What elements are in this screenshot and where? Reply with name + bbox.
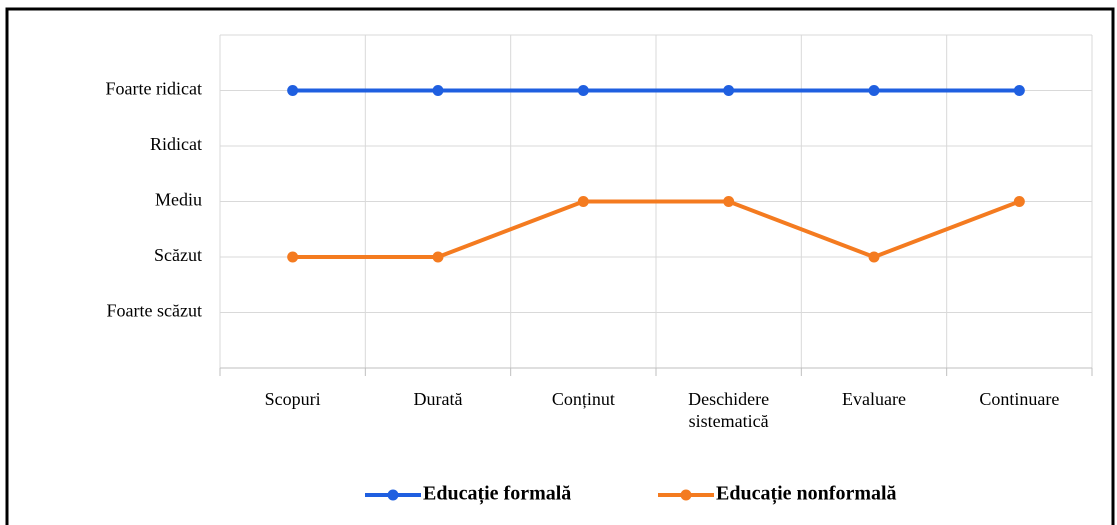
legend-marker: [680, 489, 692, 501]
y-tick-label: Ridicat: [150, 134, 202, 154]
x-tick-label: Evaluare: [842, 389, 906, 409]
point: [577, 196, 589, 207]
series-line: [292, 199, 1021, 260]
x-tick-label: Scopuri: [264, 389, 321, 409]
legend-label: Educație nonformală: [716, 483, 897, 506]
frame: [5, 7, 1115, 525]
x-tick-label: Durată: [413, 389, 463, 409]
point: [1013, 85, 1025, 96]
point: [287, 251, 299, 263]
legend-marker: [387, 489, 399, 501]
point: [577, 85, 589, 96]
y-tick-label: Scăzut: [154, 245, 202, 265]
x-tick-label: Continuare: [979, 389, 1060, 409]
y-tick-label: Mediu: [155, 190, 202, 210]
y-tick-label: Foarte scăzut: [107, 301, 202, 321]
y-tick-label: Foarte ridicat: [106, 79, 202, 99]
x-tick-label: Conținut: [551, 389, 615, 409]
point: [287, 85, 299, 96]
x-tick-label: Deschidere sistematică: [688, 389, 770, 431]
point: [432, 85, 444, 96]
point: [723, 85, 735, 96]
point: [723, 196, 735, 207]
point: [1013, 196, 1025, 207]
point: [868, 85, 880, 96]
legend-label: Educație formală: [423, 483, 571, 506]
point: [432, 251, 444, 263]
point: [868, 251, 880, 263]
